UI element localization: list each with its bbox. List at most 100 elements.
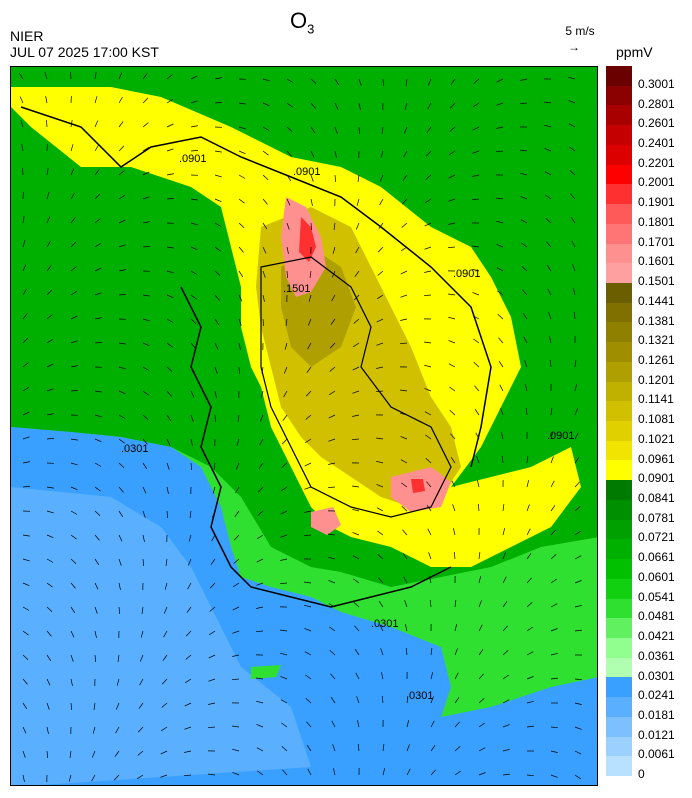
wind-arrow (449, 410, 456, 416)
wind-arrow (94, 169, 100, 176)
wind-arrow (70, 168, 75, 176)
wind-arrow (166, 486, 169, 494)
wind-arrow (333, 222, 336, 230)
wind-arrow (141, 606, 144, 614)
colorbar-swatch (606, 519, 632, 540)
colorbar-swatch (606, 263, 632, 284)
wind-arrow (352, 414, 360, 417)
wind-arrow (496, 220, 504, 224)
wind-arrow (118, 219, 126, 224)
wind-arrow (188, 534, 192, 542)
wind-arrow (214, 150, 222, 153)
wind-arrow (118, 269, 126, 272)
wind-arrow (46, 726, 49, 734)
wind-arrow (118, 244, 126, 248)
wind-arrow (118, 121, 124, 128)
colorbar-swatch (606, 539, 632, 560)
wind-arrow (19, 96, 24, 104)
wind-arrow (550, 480, 555, 488)
wind-arrow (377, 530, 384, 536)
wind-arrow (257, 534, 264, 540)
wind-arrow (161, 702, 168, 708)
wind-arrow (280, 558, 288, 561)
wind-arrow (238, 270, 244, 278)
wind-arrow (382, 78, 384, 87)
wind-arrow (526, 528, 531, 536)
wind-arrow (574, 481, 580, 488)
wind-arrow (283, 366, 288, 374)
wind-arrow (354, 649, 360, 656)
wind-arrow (351, 438, 360, 441)
wind-arrow (70, 606, 76, 614)
wind-arrow (545, 218, 552, 224)
colorbar-swatch (606, 401, 632, 422)
wind-arrow (185, 630, 192, 637)
wind-arrow (328, 533, 336, 536)
wind-arrow (211, 510, 216, 518)
wind-arrow (20, 120, 24, 128)
colorbar-tick-label: 0.0541 (638, 589, 675, 604)
wind-arrow (166, 74, 173, 80)
wind-arrow (448, 316, 456, 320)
wind-arrow (352, 508, 360, 512)
wind-arrow (472, 268, 480, 272)
wind-arrow (214, 294, 220, 301)
wind-arrow (447, 246, 456, 249)
wind-arrow (310, 174, 314, 182)
wind-arrow (281, 486, 288, 492)
wind-arrow (495, 150, 504, 153)
wind-arrow (426, 481, 432, 488)
wind-arrow (449, 386, 456, 392)
wind-arrow (21, 144, 24, 152)
wind-arrow (231, 678, 240, 681)
colorbar (606, 66, 632, 777)
wind-arrow (160, 774, 168, 778)
wind-arrow (352, 390, 360, 394)
wind-arrow (353, 318, 360, 324)
wind-arrow (427, 102, 432, 110)
colorbar-tick-label: 0.1261 (638, 352, 675, 367)
wind-arrow (187, 558, 192, 566)
wind-arrow (262, 150, 269, 156)
wind-arrow (332, 744, 336, 752)
wind-arrow (400, 412, 408, 416)
wind-arrow (44, 72, 48, 80)
wind-arrow (232, 725, 240, 728)
wind-arrow (496, 102, 504, 106)
colorbar-tick-label: 0 (638, 767, 645, 782)
wind-arrow (334, 78, 340, 86)
wind-arrow (208, 702, 216, 705)
wind-arrow (328, 462, 336, 465)
wind-arrow (142, 122, 149, 128)
wind-arrow (472, 126, 480, 131)
wind-arrow (166, 148, 174, 152)
wind-arrow (185, 654, 192, 660)
wind-arrow (453, 551, 456, 560)
wind-arrow (70, 217, 76, 224)
wind-arrow (163, 630, 168, 638)
wind-arrow (118, 390, 126, 395)
wind-arrow (574, 702, 582, 705)
wind-arrow (22, 534, 30, 537)
wind-arrow (46, 216, 51, 224)
wind-arrow (550, 652, 558, 656)
wind-arrow (22, 702, 28, 710)
wind-arrow (161, 678, 168, 685)
wind-arrow (209, 630, 216, 636)
wind-arrow (46, 678, 51, 686)
wind-arrow (190, 246, 198, 251)
colorbar-swatch (606, 578, 632, 599)
wind-arrow (356, 198, 360, 206)
wind-arrow (190, 222, 198, 226)
wind-arrow (524, 360, 528, 368)
wind-arrow (46, 119, 48, 128)
wind-arrow (46, 750, 48, 759)
wind-arrow (214, 198, 222, 203)
wind-arrow (46, 240, 51, 248)
wind-arrow (46, 265, 52, 272)
wind-arrow (429, 576, 432, 584)
wind-arrow (502, 724, 510, 728)
wind-arrow (46, 606, 53, 613)
wind-arrow (521, 242, 528, 248)
wind-arrow (113, 774, 120, 781)
